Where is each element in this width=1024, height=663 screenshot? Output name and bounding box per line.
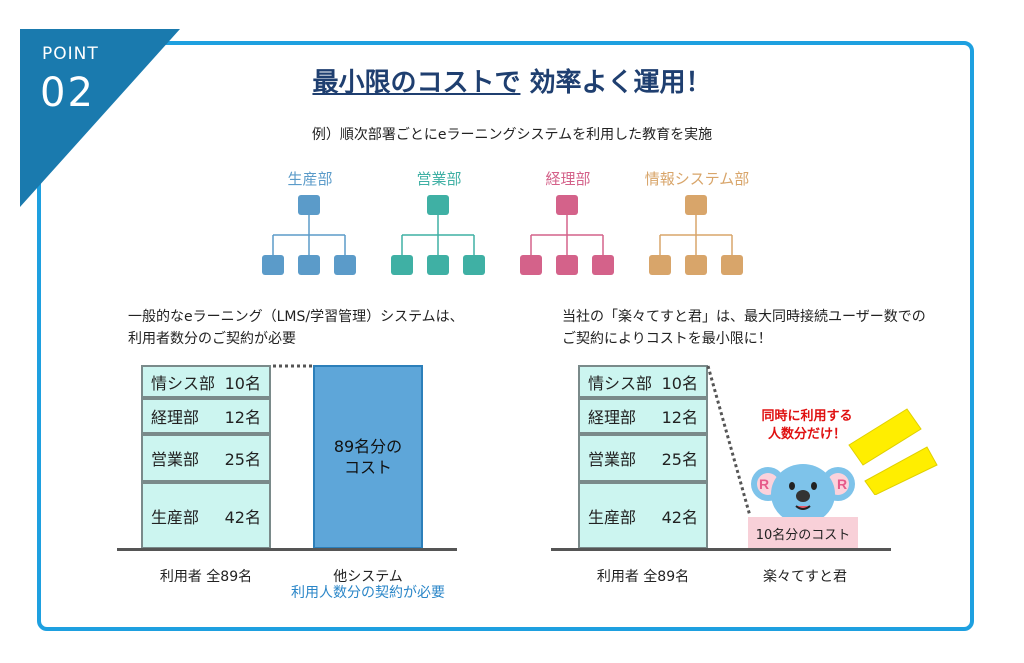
row-dept: 生産部 <box>151 507 200 527</box>
row-count: 42名 <box>224 507 261 527</box>
org-tree-production-icon <box>262 195 356 275</box>
right-description-line1: 当社の「楽々てすと君」は、最大同時接続ユーザー数での <box>562 309 926 325</box>
row-dept: 経理部 <box>588 408 637 427</box>
org-tree-sales-icon <box>391 195 485 275</box>
dept-label-production: 生産部 <box>287 170 333 188</box>
point-badge <box>20 29 180 207</box>
org-tree-accounting-icon <box>520 195 614 275</box>
right-row-it: 情シス部 10名 <box>578 365 708 398</box>
row-dept: 経理部 <box>151 408 200 427</box>
dept-label-it: 情報システム部 <box>644 170 750 188</box>
point-number: 02 <box>40 70 95 116</box>
other-system-caption: 他システム <box>333 569 403 585</box>
left-row-sales: 営業部 25名 <box>141 434 271 482</box>
org-tree-it-icon <box>649 195 743 275</box>
bar-label-line1: 89名分の <box>333 437 403 456</box>
ten-user-cost-label: 10名分のコスト <box>748 517 858 549</box>
svg-text:R: R <box>759 476 769 492</box>
right-users-caption: 利用者 全89名 <box>596 569 690 585</box>
left-row-production: 生産部 42名 <box>141 482 271 549</box>
right-row-production: 生産部 42名 <box>578 482 708 549</box>
left-row-it: 情シス部 10名 <box>141 365 271 398</box>
row-dept: 情シス部 <box>588 373 653 393</box>
row-count: 12名 <box>224 408 261 427</box>
dotted-connector-diagonal <box>706 365 752 517</box>
other-system-note: 利用人数分の契約が必要 <box>291 585 445 601</box>
row-count: 10名 <box>224 373 261 393</box>
right-row-accounting: 経理部 12名 <box>578 398 708 434</box>
row-count: 12名 <box>661 408 698 427</box>
title-part1: 最小限のコストで <box>312 68 521 98</box>
koala-mascot-icon: R R <box>751 464 855 531</box>
highlight-rays-icon <box>848 408 938 495</box>
row-dept: 営業部 <box>151 450 200 469</box>
title-part2: 効率よく運用！ <box>529 68 712 98</box>
row-dept: 営業部 <box>588 450 637 469</box>
row-count: 25名 <box>661 450 698 469</box>
point-label: POINT <box>42 44 99 64</box>
dotted-connector <box>273 364 313 368</box>
left-description-line2: 利用者数分のご契約が必要 <box>128 331 296 347</box>
dept-label-accounting: 経理部 <box>545 170 591 188</box>
example-subtitle: 例）順次部署ごとにeラーニングシステムを利用した教育を実施 <box>311 127 713 143</box>
row-count: 42名 <box>661 507 698 527</box>
page-title: 最小限のコストで 効率よく運用！ <box>0 62 1024 99</box>
row-count: 25名 <box>224 450 261 469</box>
right-row-sales: 営業部 25名 <box>578 434 708 482</box>
row-dept: 生産部 <box>588 507 637 527</box>
right-description: 当社の「楽々てすと君」は、最大同時接続ユーザー数での ご契約によりコストを最小限… <box>562 306 926 350</box>
left-description: 一般的なeラーニング（LMS/学習管理）システムは、 利用者数分のご契約が必要 <box>128 306 464 350</box>
left-users-caption: 利用者 全89名 <box>159 569 253 585</box>
dept-label-sales: 営業部 <box>416 170 462 188</box>
product-caption: 楽々てすと君 <box>763 569 847 585</box>
callout-line1: 同時に利用する <box>761 409 853 424</box>
left-row-accounting: 経理部 12名 <box>141 398 271 434</box>
right-description-line2: ご契約によりコストを最小限に！ <box>562 331 772 347</box>
right-baseline <box>551 548 891 551</box>
callout-line2: 人数分だけ！ <box>767 427 846 442</box>
concurrent-users-callout: 同時に利用する 人数分だけ！ <box>752 408 862 444</box>
bar-label-line2: コスト <box>343 458 392 477</box>
row-dept: 情シス部 <box>151 373 216 393</box>
other-system-cost-bar: 89名分の コスト <box>313 365 423 549</box>
row-count: 10名 <box>661 373 698 393</box>
left-description-line1: 一般的なeラーニング（LMS/学習管理）システムは、 <box>128 309 464 325</box>
svg-text:R: R <box>837 476 847 492</box>
left-baseline <box>117 548 457 551</box>
